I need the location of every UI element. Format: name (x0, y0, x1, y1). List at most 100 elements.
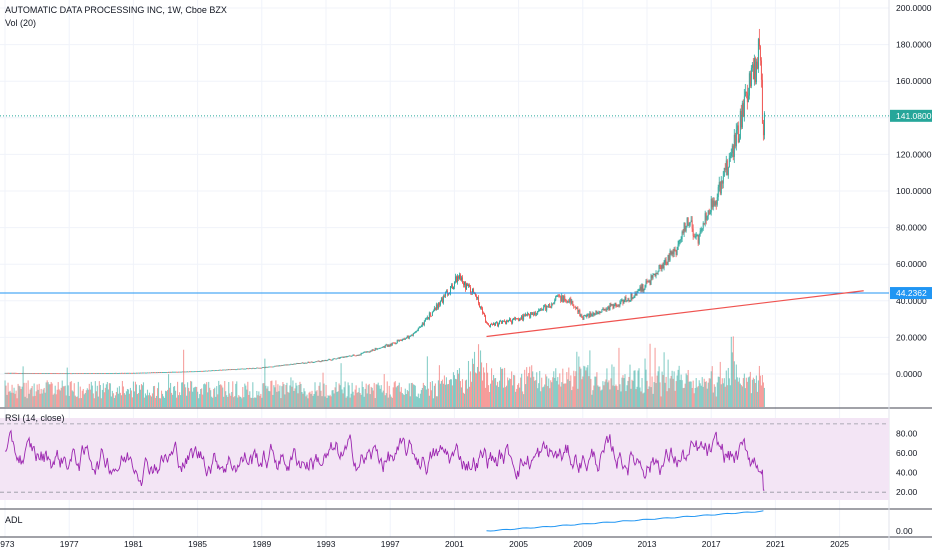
candle-body (388, 344, 390, 347)
volume-bar (241, 398, 243, 407)
volume-bar (84, 392, 86, 407)
candle-body (310, 361, 312, 363)
candle-body (364, 351, 366, 353)
volume-bar (44, 392, 46, 407)
price-axis-label: 100.0000 (896, 186, 932, 196)
candle-body (337, 357, 339, 359)
candle-body (386, 344, 388, 347)
candle-body (93, 373, 95, 374)
candle-body (633, 296, 635, 298)
candle-body (92, 373, 94, 374)
time-axis[interactable]: 1973197719811985198919931997200120052009… (0, 539, 849, 549)
trend-line[interactable] (486, 290, 864, 338)
candle-body (311, 361, 313, 363)
volume-bar (230, 395, 232, 407)
volume-bar (280, 398, 282, 407)
candle-body (379, 347, 381, 349)
volume-bar (654, 347, 656, 407)
volume-bar (96, 385, 98, 407)
candle-body (246, 368, 248, 370)
candle-body (11, 372, 13, 374)
volume-bar (734, 379, 736, 407)
volume-bar (207, 392, 209, 407)
volume-bar (722, 383, 724, 407)
candle-body (38, 373, 40, 374)
volume-legend[interactable]: Vol (20) (5, 18, 36, 28)
candle-body (687, 217, 689, 226)
candle-body (209, 370, 211, 372)
candle-body (384, 344, 386, 348)
volume-bar (549, 388, 551, 407)
volume-bar (149, 395, 152, 407)
candle-body (593, 312, 595, 316)
volume-bar (91, 385, 93, 407)
volume-bar (421, 387, 423, 407)
candle-body (102, 373, 104, 374)
volume-bar (89, 389, 91, 407)
volume-bar (349, 397, 351, 407)
candle-body (659, 265, 661, 267)
volume-bar (190, 380, 192, 407)
candle-body (529, 315, 531, 318)
candle-body (549, 304, 551, 308)
candle-body (35, 373, 37, 374)
candle-body (29, 373, 31, 374)
candle-body (150, 372, 151, 374)
volume-bar (705, 381, 707, 407)
candle-body (252, 367, 254, 369)
candle-body (472, 288, 473, 293)
candle-body (30, 373, 32, 374)
volume-bar (422, 382, 424, 407)
volume-bar (68, 395, 70, 407)
candle-body (145, 372, 146, 374)
candle-body (165, 372, 166, 373)
candle-body (233, 369, 235, 370)
candle-body (271, 366, 273, 368)
volume-bar (618, 347, 620, 407)
candle-body (698, 234, 700, 244)
candle-body (266, 366, 268, 368)
volume-bar (157, 382, 160, 407)
candle-body (15, 372, 17, 374)
volume-bar (411, 382, 413, 407)
candle-body (261, 367, 263, 369)
volume-bar (446, 384, 448, 407)
volume-bar (601, 389, 603, 407)
candle-body (594, 314, 596, 316)
volume-bar (626, 385, 628, 407)
volume-bar (254, 397, 256, 407)
rsi-legend[interactable]: RSI (14, close) (5, 413, 65, 423)
volume-bar (78, 398, 80, 407)
volume-bar (34, 395, 36, 407)
volume-bar (169, 387, 171, 407)
volume-bar (225, 391, 227, 407)
volume-bar (203, 384, 205, 407)
chart-title[interactable]: AUTOMATIC DATA PROCESSING INC, 1W, Cboe … (5, 5, 227, 15)
candle-body (581, 315, 583, 318)
volume-bar (493, 375, 495, 407)
adl-legend[interactable]: ADL (5, 515, 23, 525)
volume-bar (702, 386, 704, 407)
volume-bar (507, 377, 509, 407)
volume-bar (695, 378, 697, 407)
candle-body (600, 312, 602, 313)
volume-bar (716, 382, 718, 407)
volume-bar (537, 388, 539, 407)
candle-body (188, 371, 190, 373)
candle-body (704, 213, 706, 224)
candle-body (259, 367, 261, 369)
candle-body (631, 293, 633, 299)
volume-bar (320, 390, 322, 407)
volume-bar (240, 396, 242, 407)
volume-bar (113, 397, 115, 407)
price-axis[interactable]: 200.0000180.0000160.0000140.0000120.0000… (890, 3, 932, 536)
volume-bar (699, 383, 701, 407)
volume-bar (40, 388, 42, 407)
candle-body (607, 306, 609, 309)
candle-body (500, 320, 502, 322)
candle-body (263, 367, 265, 369)
candle-body (490, 324, 492, 327)
time-axis-label: 1997 (381, 539, 400, 549)
